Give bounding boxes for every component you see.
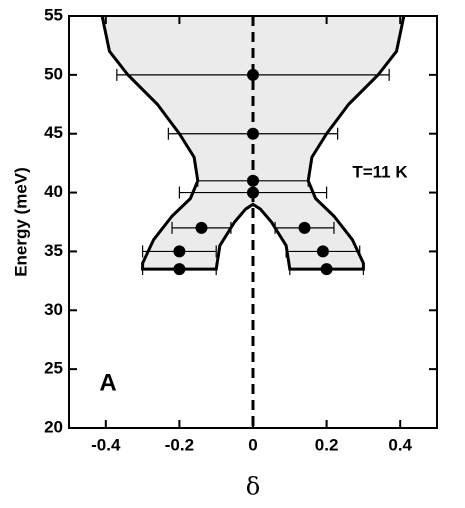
y-tick-label: 35 — [44, 241, 63, 260]
point — [173, 245, 186, 258]
x-tick-label: 0 — [248, 435, 257, 454]
region-outline — [100, 15, 406, 271]
point — [173, 263, 186, 276]
x-tick-label: 0.4 — [388, 435, 412, 454]
y-tick-label: 40 — [44, 182, 63, 201]
point — [247, 68, 259, 81]
x-tick-label: -0.2 — [165, 435, 194, 454]
y-tick-label: 50 — [44, 64, 63, 83]
region — [102, 16, 404, 270]
y-axis-label: Energy (meV) — [11, 167, 30, 277]
point — [247, 174, 259, 187]
x-tick-label: 0.2 — [315, 435, 339, 454]
y-tick-label: 55 — [44, 5, 63, 24]
y-tick-label: 45 — [44, 123, 63, 142]
panel-label: A — [99, 369, 116, 396]
point — [195, 221, 208, 234]
point — [247, 186, 259, 199]
x-axis-label: δ — [246, 473, 260, 501]
y-tick-label: 25 — [44, 359, 63, 378]
point — [316, 245, 329, 258]
x-tick-label: -0.4 — [91, 435, 121, 454]
y-tick-label: 30 — [44, 300, 63, 319]
point — [320, 263, 333, 276]
point — [298, 221, 311, 234]
y-tick-label: 20 — [44, 417, 63, 436]
point — [247, 127, 259, 140]
annotation: T=11 K — [352, 162, 408, 181]
